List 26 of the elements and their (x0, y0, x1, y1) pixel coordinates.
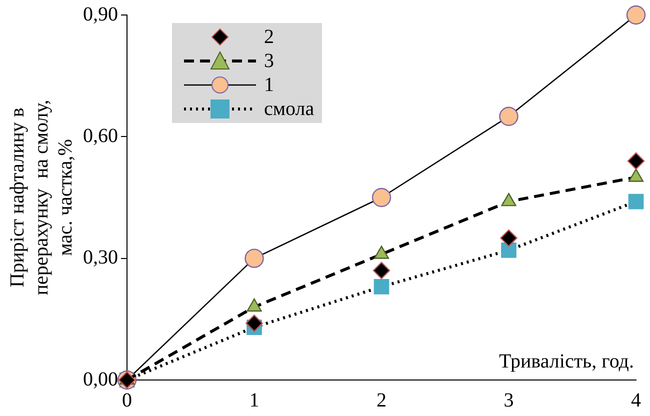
x-tick-label: 2 (376, 389, 386, 412)
point (246, 314, 263, 332)
x-axis-title: Тривалість, год. (499, 350, 634, 372)
point (499, 106, 518, 126)
x-tick-label: 3 (504, 389, 514, 412)
point (627, 152, 645, 170)
y-axis-title: Приріст нафталину в перерахунку на смолу, мас. частка,% (6, 100, 76, 296)
point (244, 248, 264, 268)
point (500, 229, 518, 247)
point (374, 279, 390, 294)
y-tick-label: 0,00 (83, 368, 118, 390)
x-tick-label: 1 (249, 389, 260, 412)
point (628, 194, 644, 210)
legend-label: 3 (264, 49, 274, 73)
y-tick-label: 0,90 (83, 3, 118, 26)
x-tick-label: 4 (631, 389, 641, 412)
legend-label: 2 (264, 25, 274, 49)
x-tick-label: 0 (122, 389, 132, 412)
legend-label: 1 (264, 73, 274, 97)
legend-label: смола (264, 97, 314, 121)
point (501, 242, 516, 258)
y-tick-label: 0,60 (83, 124, 118, 147)
point (372, 262, 390, 280)
point (372, 188, 392, 208)
point (626, 5, 646, 25)
y-tick-label: 0,30 (83, 246, 118, 269)
